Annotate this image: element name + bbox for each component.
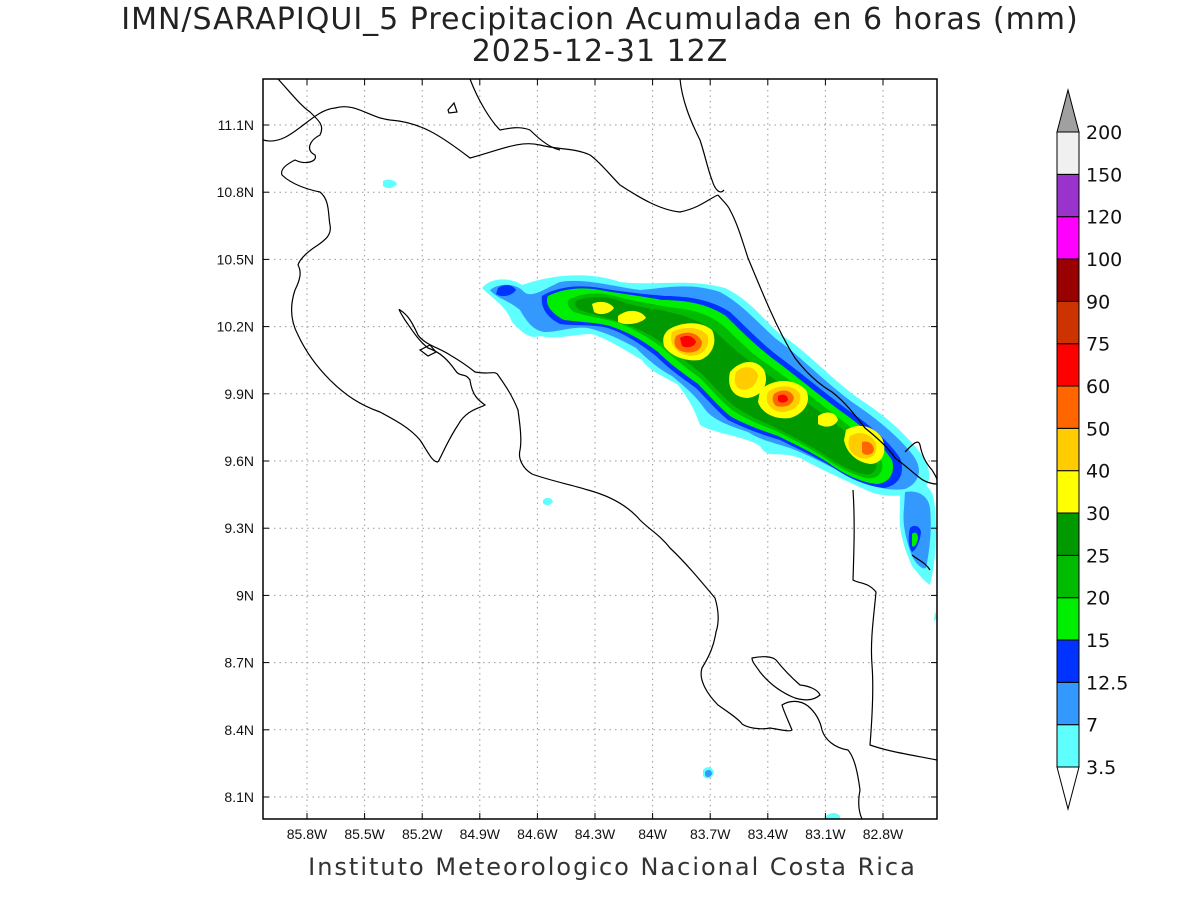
lat-label: 11.1N — [218, 117, 254, 133]
map-title: IMN/SARAPIQUI_5 Precipitacion Acumulada … — [121, 2, 1079, 37]
lon-label: 84W — [638, 826, 668, 842]
lon-label: 83.1W — [805, 826, 846, 842]
colorbar-swatch — [1056, 597, 1080, 641]
colorbar-label: 90 — [1086, 291, 1110, 313]
lat-label: 8.7N — [224, 655, 254, 671]
lon-label: 84.3W — [575, 826, 616, 842]
lat-label: 9.6N — [224, 453, 254, 469]
colorbar-label: 120 — [1086, 207, 1122, 229]
colorbar-label: 200 — [1086, 122, 1122, 144]
colorbar-swatch — [1056, 131, 1080, 175]
lon-label: 84.9W — [460, 826, 501, 842]
colorbar-swatch — [1056, 173, 1080, 218]
nicaragua-costa-rica-border — [263, 106, 719, 213]
colorbar-label: 75 — [1086, 334, 1110, 356]
colorbar-swatch — [1056, 554, 1080, 599]
colorbar-swatch — [1056, 639, 1080, 683]
colorbar-swatch — [1056, 385, 1080, 429]
colorbar-label: 20 — [1086, 588, 1110, 610]
precip-band-25 — [575, 297, 877, 475]
colorbar-label: 3.5 — [1086, 757, 1116, 779]
lat-label: 10.2N — [217, 319, 254, 335]
colorbar-label: 7 — [1086, 715, 1098, 737]
lon-label: 85.2W — [402, 826, 443, 842]
colorbar-swatch — [1056, 258, 1080, 302]
longitude-labels: 85.8W 85.5W 85.2W 84.9W 84.6W 84.3W 84W 83.7W 83… — [287, 826, 904, 842]
colorbar-label: 50 — [1086, 418, 1110, 440]
panama-border — [852, 489, 937, 761]
lon-label: 84.6W — [517, 826, 558, 842]
lat-label: 10.8N — [217, 184, 254, 200]
colorbar-swatch — [1056, 681, 1080, 726]
lat-label: 9N — [236, 587, 254, 603]
lon-label: 83.4W — [748, 826, 789, 842]
colorbar-swatch — [1056, 343, 1080, 387]
axis-ticks — [263, 79, 937, 819]
colorbar-label: 15 — [1086, 630, 1110, 652]
precip-band-60 — [680, 335, 788, 403]
colorbar-label: 40 — [1086, 461, 1110, 483]
map-datetime: 2025-12-31 12Z — [471, 34, 729, 69]
osa-peninsula — [751, 656, 821, 701]
colorbar-swatch — [1056, 427, 1080, 472]
coastline-borders — [263, 79, 937, 819]
lat-label: 9.9N — [224, 386, 254, 402]
lon-label: 85.8W — [287, 826, 328, 842]
north-coast-upper — [679, 79, 725, 193]
lon-label: 82.8W — [863, 826, 904, 842]
lon-label: 85.5W — [344, 826, 385, 842]
pacific-coast-nw — [277, 79, 439, 463]
colorbar-label: 12.5 — [1086, 672, 1128, 694]
colorbar-swatch — [1056, 512, 1080, 556]
footer-credit: Instituto Meteorologico Nacional Costa R… — [308, 853, 917, 881]
caribbean-coast — [717, 194, 937, 485]
nicaragua-lake-shore — [469, 79, 561, 151]
colorbar-label: 150 — [1086, 164, 1122, 186]
lat-label: 8.1N — [224, 789, 254, 805]
caribbean-bay — [904, 441, 937, 481]
lat-label: 8.4N — [224, 722, 254, 738]
precipitation-field — [383, 179, 937, 819]
colorbar: 3.5 7 12.5 15 20 25 30 40 50 60 75 90 100 120 150 200 — [1056, 88, 1128, 811]
colorbar-label: 100 — [1086, 249, 1122, 271]
san-juan-lake-island — [447, 101, 458, 114]
colorbar-under-arrow — [1056, 766, 1080, 811]
nicoya-gulf-coast — [398, 308, 863, 819]
latitude-labels: 11.1N 10.8N 10.5N 10.2N 9.9N 9.6N 9.3N 9N 8.7N 8.… — [217, 117, 254, 805]
colorbar-over-arrow — [1056, 88, 1080, 133]
nicoya-island — [418, 344, 437, 357]
colorbar-swatch — [1056, 300, 1080, 345]
bocas-islands — [911, 554, 931, 571]
colorbar-swatch — [1056, 216, 1080, 260]
colorbar-label: 25 — [1086, 545, 1110, 567]
colorbar-label: 60 — [1086, 376, 1110, 398]
plot-frame — [262, 78, 938, 820]
lat-label: 10.5N — [217, 251, 254, 267]
lon-label: 83.7W — [690, 826, 731, 842]
colorbar-swatch — [1056, 470, 1080, 514]
colorbar-swatch — [1056, 724, 1080, 768]
colorbar-label: 30 — [1086, 503, 1110, 525]
lat-label: 9.3N — [224, 520, 254, 536]
